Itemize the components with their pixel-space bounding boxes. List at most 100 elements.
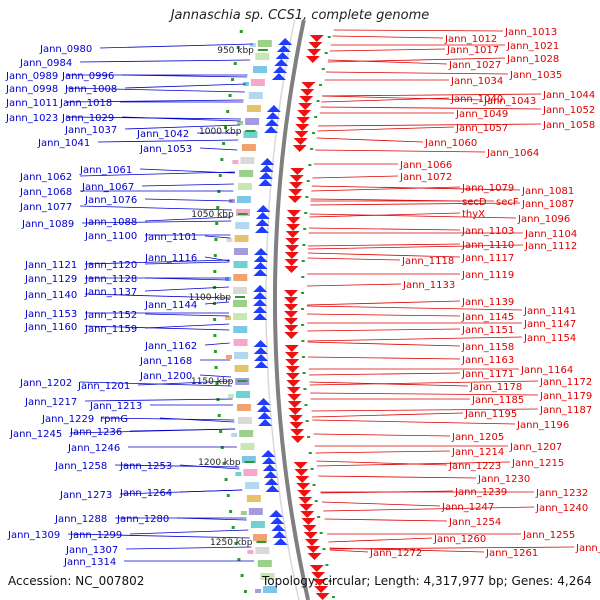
right-gene-label: Jann_1017 [446, 45, 499, 56]
left-label-leader [125, 546, 252, 550]
reverse-gene-arrow [286, 380, 301, 387]
annotation-track-block [240, 157, 255, 164]
left-gene-label: Jann_1041 [37, 138, 90, 149]
ruler-label: 1100 kbp [189, 293, 232, 303]
reverse-gene-arrow [315, 593, 330, 600]
left-gene-label: Jann_1280 [116, 514, 169, 525]
reverse-gene-arrow [284, 318, 299, 325]
left-label-leader [84, 293, 230, 299]
annotation-track-block [245, 482, 260, 489]
annotation-track-block [243, 131, 258, 138]
track-marker [213, 350, 217, 353]
left-label-leader [176, 517, 247, 521]
annotation-track-block [250, 79, 265, 86]
annotation-track-block [246, 495, 261, 502]
right-label-leader [308, 227, 461, 231]
annotation-track-block [237, 121, 244, 125]
track-marker [301, 340, 305, 342]
annotation-track-block [234, 235, 249, 242]
track-marker [306, 180, 310, 182]
left-label-leader [65, 87, 245, 93]
left-label-leader [204, 301, 230, 305]
annotation-track-block [235, 472, 242, 476]
right-label-leader [306, 300, 461, 306]
right-label-leader [329, 549, 369, 553]
track-marker [213, 254, 217, 257]
reverse-gene-arrow [301, 518, 316, 525]
annotation-track-block [246, 105, 261, 112]
left-gene-label: Jann_1088 [84, 217, 137, 228]
track-marker [215, 382, 219, 385]
reverse-gene-arrow [288, 408, 303, 415]
annotation-track-block [233, 287, 248, 294]
reverse-gene-arrow [309, 565, 324, 572]
left-gene-label: Jann_1067 [81, 182, 134, 193]
right-label-leader [311, 186, 461, 192]
reverse-gene-arrow [286, 224, 301, 231]
right-gene-label: Jann_1013 [504, 27, 557, 38]
right-label-leader [315, 149, 486, 153]
reverse-gene-arrow [311, 572, 326, 579]
left-gene-label: Jann_1018 [59, 98, 112, 109]
left-gene-label: Jann_1160 [24, 322, 77, 333]
forward-gene-arrow [256, 205, 271, 212]
left-label-leader [84, 398, 233, 402]
right-gene-label: Jann_1172 [539, 377, 592, 388]
reverse-gene-arrow [289, 182, 304, 189]
right-gene-label: Jann_1034 [450, 76, 503, 87]
left-label-leader [101, 417, 235, 421]
left-label-leader [144, 261, 230, 265]
track-marker [302, 372, 306, 374]
left-gene-label: Jann_1314 [63, 557, 116, 568]
right-gene-label: Jann_1214 [451, 447, 504, 458]
reverse-gene-arrow [299, 504, 314, 511]
annotation-track-block [243, 469, 258, 476]
reverse-gene-arrow [287, 394, 302, 401]
reverse-gene-arrow [290, 429, 305, 436]
right-gene-label: Jann_1223 [448, 461, 501, 472]
forward-gene-arrow [254, 354, 269, 361]
left-label-leader [129, 428, 236, 432]
reverse-gene-arrow [298, 497, 313, 504]
reverse-gene-arrow [314, 586, 329, 593]
annotation-track-block [236, 404, 251, 411]
track-marker [310, 468, 314, 470]
track-marker [301, 292, 305, 294]
forward-gene-arrow [255, 212, 270, 219]
track-marker [325, 564, 329, 566]
right-gene-label: Jann_1044 [542, 90, 595, 101]
forward-gene-arrow [257, 405, 272, 412]
forward-gene-arrow [276, 45, 291, 52]
left-gene-label: rpmG [100, 414, 128, 425]
left-label-leader [144, 313, 230, 317]
annotation-track-block [233, 313, 248, 320]
left-label-leader [121, 116, 241, 122]
reverse-gene-arrow [284, 345, 299, 352]
reverse-gene-arrow [284, 304, 299, 311]
annotation-track-block [234, 365, 249, 372]
left-gene-label: Jann_1140 [24, 290, 77, 301]
forward-gene-arrow [264, 126, 279, 133]
annotation-track-block [233, 274, 248, 281]
track-marker [226, 110, 230, 113]
left-gene-label: Jann_1253 [119, 461, 172, 472]
genes-label: ; Genes: [503, 574, 558, 588]
forward-gene-arrow [255, 219, 270, 226]
left-label-leader [84, 259, 230, 265]
forward-gene-arrow [258, 179, 273, 186]
right-label-leader [324, 518, 448, 522]
left-gene-label: Jann_1153 [24, 309, 77, 320]
track-marker [319, 84, 323, 86]
reverse-gene-arrow [304, 539, 319, 546]
left-gene-label: Jann_1273 [59, 490, 112, 501]
forward-gene-arrow [264, 478, 279, 485]
left-gene-label: Jann_1011 [5, 98, 58, 109]
track-marker [314, 116, 318, 118]
right-gene-label: Jann_1079 [461, 183, 514, 194]
right-gene-label: Jann_1247 [441, 502, 494, 513]
right-gene-label: Jann_1196 [516, 420, 569, 431]
annotation-track-block [250, 521, 265, 528]
left-gene-label: Jann_1100 [84, 231, 137, 242]
left-label-leader [179, 489, 243, 493]
